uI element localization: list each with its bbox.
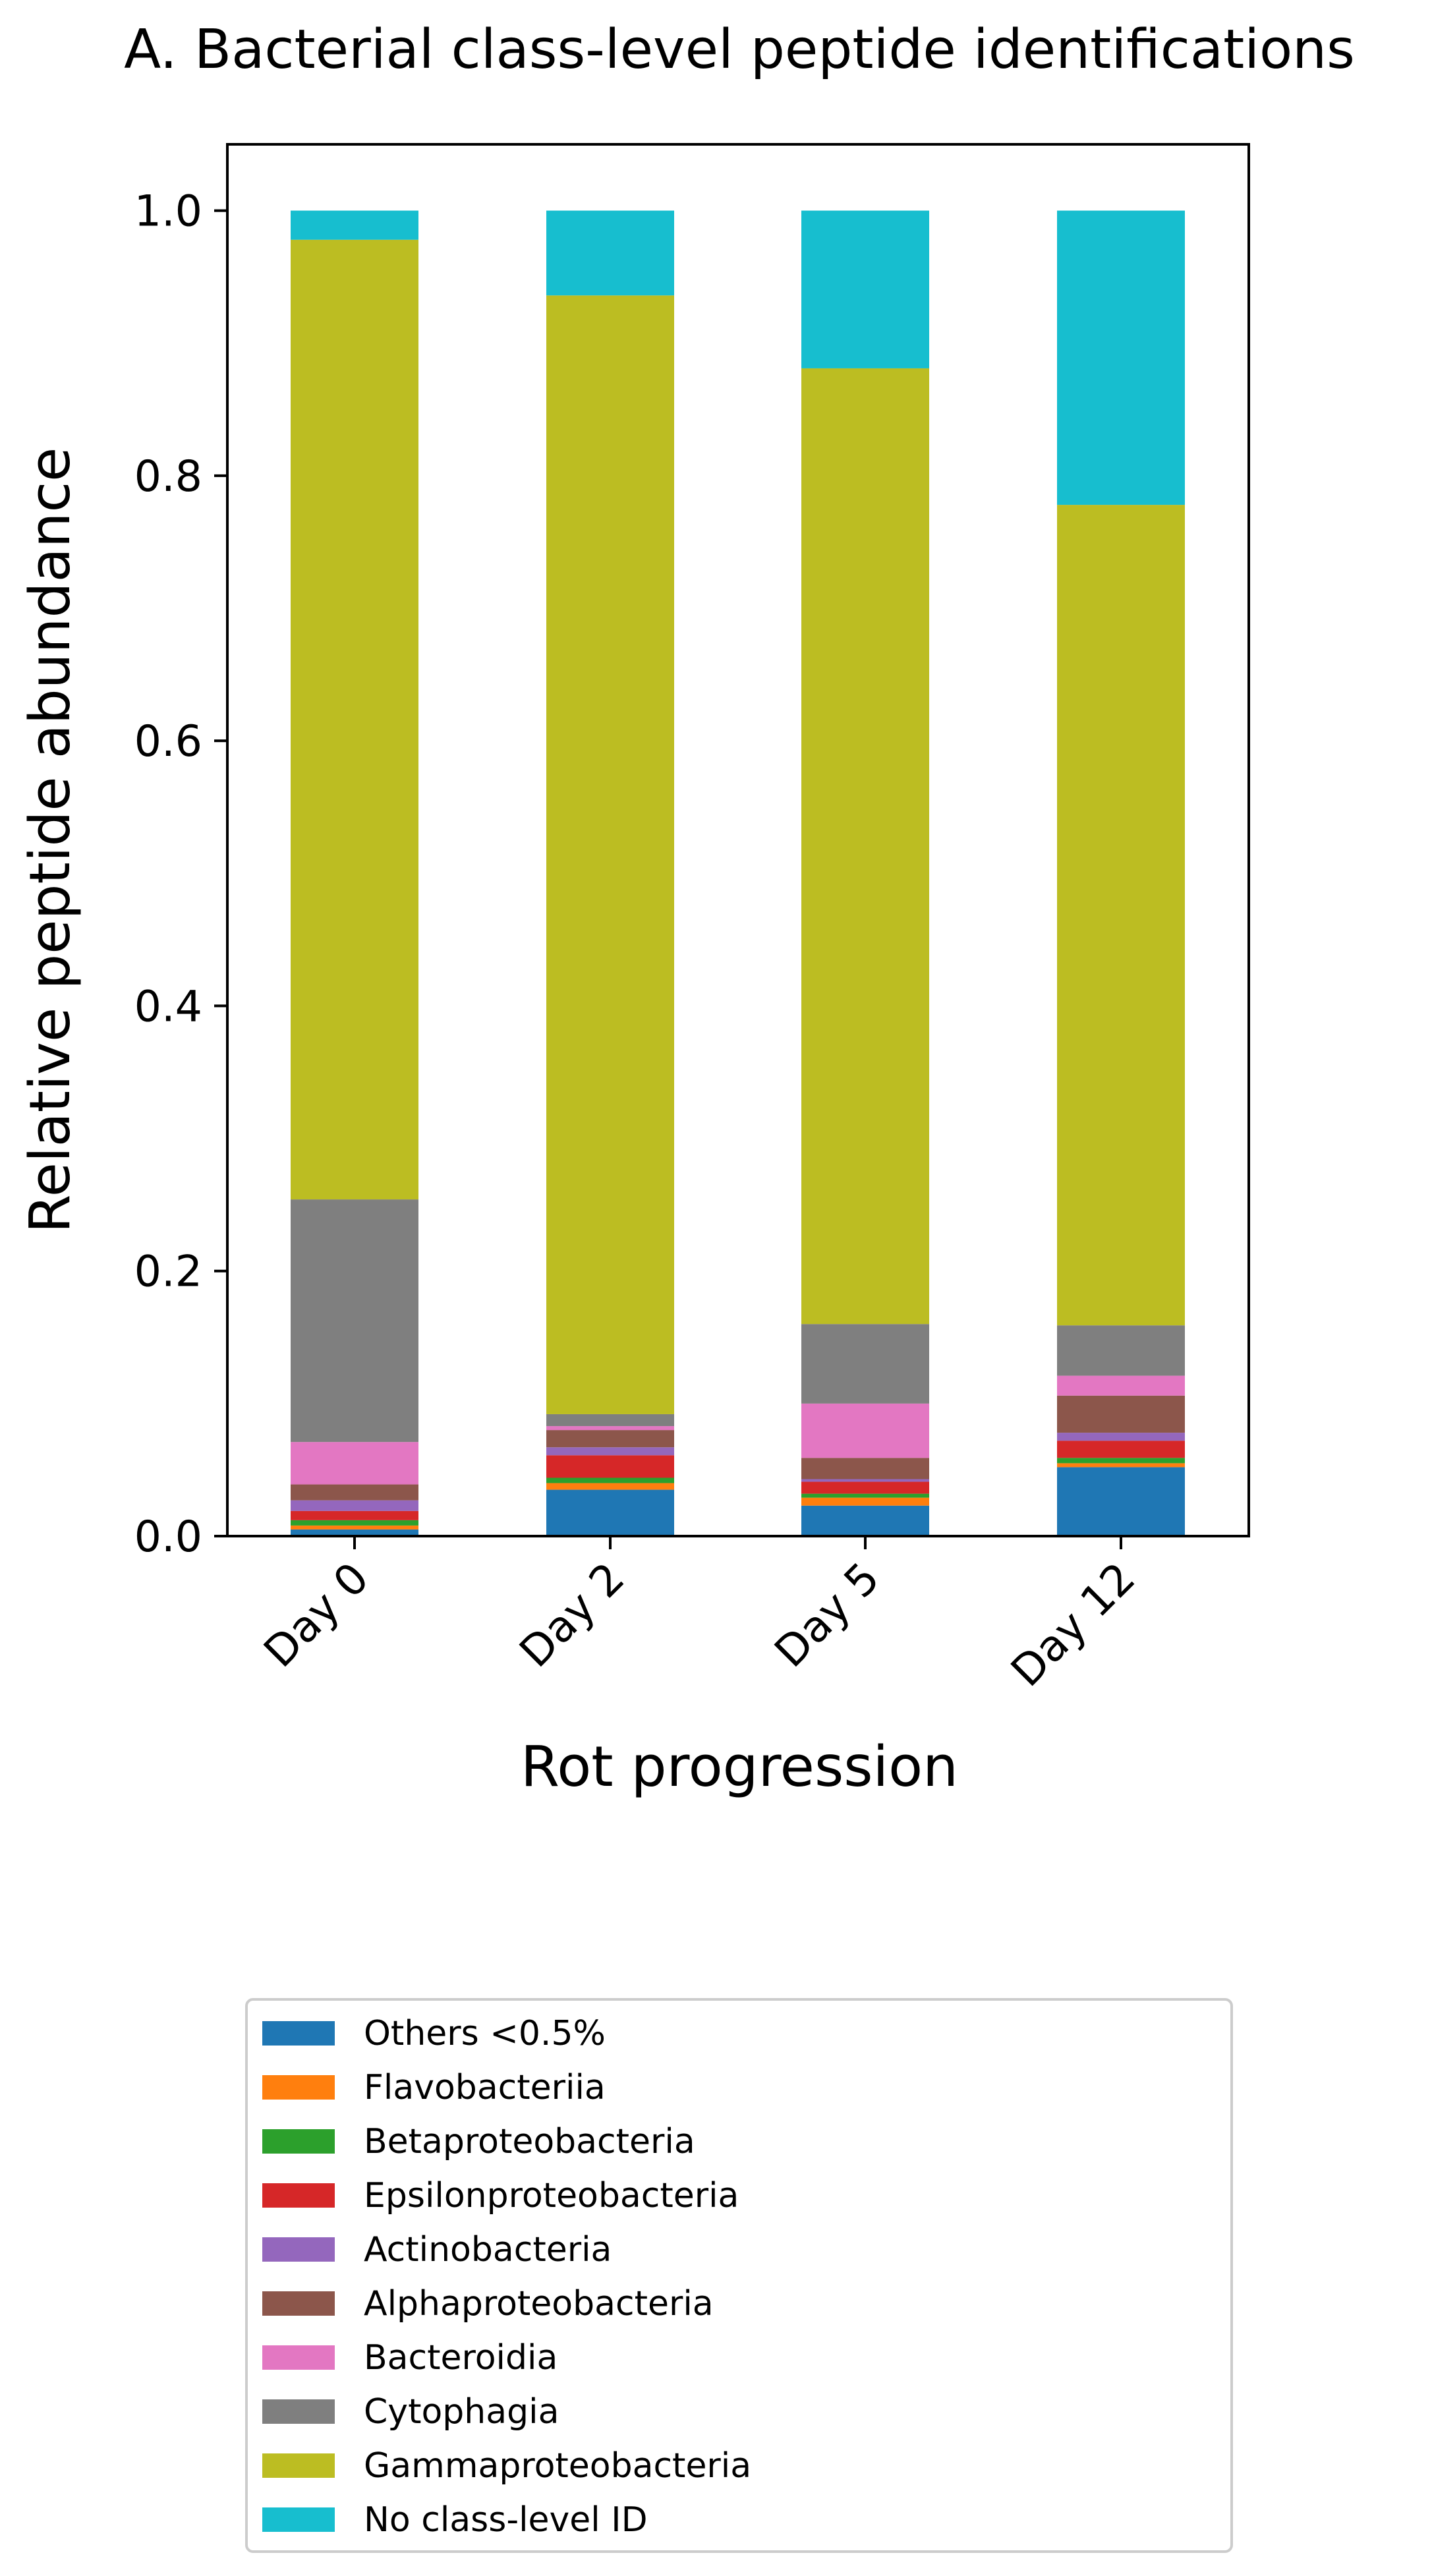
bar-segment bbox=[801, 1458, 929, 1479]
bar-segment bbox=[1057, 1395, 1185, 1433]
bar-segment bbox=[546, 1483, 674, 1490]
bar-segment bbox=[1057, 1325, 1185, 1376]
bar-segment bbox=[291, 1529, 418, 1536]
bar-segment bbox=[291, 1484, 418, 1501]
bar-segment bbox=[291, 1525, 418, 1530]
bar-segment bbox=[546, 1489, 674, 1536]
bar-segment bbox=[1057, 1441, 1185, 1458]
bar-segment bbox=[1057, 1463, 1185, 1468]
bar-segment bbox=[291, 1199, 418, 1443]
legend-label: Cytophagia bbox=[364, 2392, 559, 2432]
bar-segment bbox=[291, 1442, 418, 1485]
bar-segment bbox=[801, 1403, 929, 1458]
bar-segment bbox=[291, 239, 418, 1200]
bar-segment bbox=[546, 1426, 674, 1431]
chart-title: A. Bacterial class-level peptide identif… bbox=[124, 18, 1355, 81]
y-tick-label: 0.8 bbox=[134, 452, 202, 501]
bar-segment bbox=[801, 1497, 929, 1506]
bar-segment bbox=[801, 210, 929, 368]
bar-segment bbox=[291, 210, 418, 240]
legend-swatch bbox=[262, 2021, 335, 2046]
legend-swatch bbox=[262, 2291, 335, 2316]
bar-segment bbox=[801, 1481, 929, 1494]
legend-label: Others <0.5% bbox=[364, 2014, 606, 2053]
legend-swatch bbox=[262, 2453, 335, 2478]
legend-frame bbox=[245, 1998, 1233, 2553]
bar-segment bbox=[801, 1479, 929, 1482]
legend-label: Actinobacteria bbox=[364, 2230, 612, 2270]
y-axis-label: Relative peptide abundance bbox=[18, 447, 83, 1234]
legend-swatch bbox=[262, 2507, 335, 2532]
bar-segment bbox=[801, 1324, 929, 1404]
x-tick-label: Day 2 bbox=[511, 1553, 635, 1677]
legend-label: Gammaproteobacteria bbox=[364, 2446, 751, 2486]
legend-label: Epsilonproteobacteria bbox=[364, 2176, 739, 2216]
legend-swatch bbox=[262, 2183, 335, 2208]
bar-segment bbox=[291, 1500, 418, 1511]
legend-swatch bbox=[262, 2399, 335, 2424]
bar-segment bbox=[291, 1510, 418, 1520]
bar-segment bbox=[1057, 1433, 1185, 1441]
y-tick-label: 0.0 bbox=[134, 1512, 202, 1562]
bar-segment bbox=[1057, 1467, 1185, 1536]
bar-segment bbox=[546, 295, 674, 1414]
legend-swatch bbox=[262, 2237, 335, 2262]
bars-layer bbox=[291, 210, 1185, 1536]
bar-segment bbox=[546, 1430, 674, 1448]
x-tick-label: Day 5 bbox=[766, 1553, 890, 1677]
legend-label: Betaproteobacteria bbox=[364, 2122, 695, 2161]
plot-frame bbox=[226, 143, 1250, 1537]
x-tick-label: Day 12 bbox=[1002, 1553, 1145, 1696]
legend-label: Flavobacteriia bbox=[364, 2068, 606, 2107]
x-axis-label: Rot progression bbox=[521, 1734, 958, 1800]
bar-segment bbox=[546, 1455, 674, 1478]
legend-swatch bbox=[262, 2075, 335, 2100]
legend-label: Alphaproteobacteria bbox=[364, 2284, 714, 2324]
y-tick-label: 0.2 bbox=[134, 1247, 202, 1297]
x-axis: Day 0 Day 2 Day 5 Day 12 bbox=[255, 1536, 1145, 1696]
bar-segment bbox=[1057, 1375, 1185, 1396]
legend-label: Bacteroidia bbox=[364, 2338, 558, 2378]
legend-label: No class-level ID bbox=[364, 2500, 648, 2540]
bar-segment bbox=[801, 1505, 929, 1536]
bar-segment bbox=[546, 210, 674, 296]
bar-segment bbox=[546, 1477, 674, 1483]
bar-segment bbox=[546, 1447, 674, 1456]
bar-segment bbox=[1057, 210, 1185, 505]
legend: Others <0.5% Flavobacteriia Betaproteobact… bbox=[245, 1998, 1233, 2553]
x-tick-label: Day 0 bbox=[255, 1553, 379, 1677]
legend-swatch bbox=[262, 2129, 335, 2154]
legend-swatch bbox=[262, 2345, 335, 2370]
y-tick-label: 1.0 bbox=[134, 187, 202, 237]
y-tick-label: 0.4 bbox=[134, 982, 202, 1031]
bar-segment bbox=[546, 1414, 674, 1427]
bar-segment bbox=[1057, 1458, 1185, 1464]
bar-segment bbox=[801, 1493, 929, 1498]
y-tick-label: 0.6 bbox=[134, 717, 202, 766]
bar-segment bbox=[801, 368, 929, 1325]
bar-segment bbox=[1057, 505, 1185, 1326]
y-axis: 0.0 0.2 0.4 0.6 0.8 1.0 bbox=[134, 187, 227, 1562]
bar-segment bbox=[291, 1520, 418, 1526]
